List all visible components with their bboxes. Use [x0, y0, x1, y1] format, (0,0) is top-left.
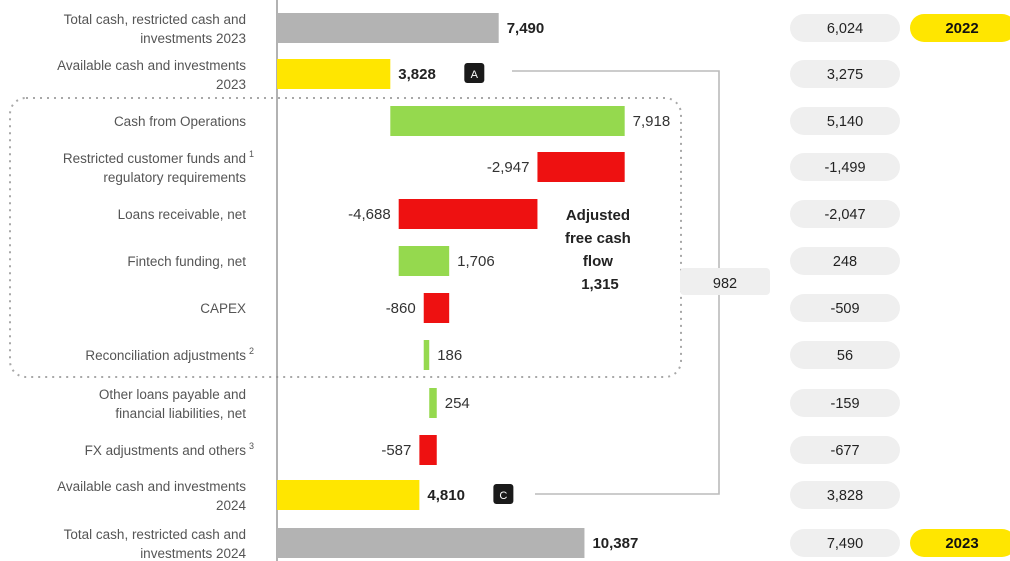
- decrease-bar: [398, 199, 538, 229]
- bar-value-label: -4,688: [348, 206, 391, 223]
- year-tag: [910, 529, 1010, 557]
- increase-bar: [423, 340, 430, 370]
- comparison-value-pill: [790, 481, 900, 509]
- comparison-value-label: -159: [830, 396, 859, 412]
- comparison-value-pill: [790, 341, 900, 369]
- comparison-value-pill: [790, 247, 900, 275]
- category-label: Loans receivable, net: [118, 207, 247, 222]
- footnote-marker: 3: [249, 441, 254, 451]
- comparison-value-label: 3,828: [827, 488, 863, 504]
- comparison-value-pill: [790, 200, 900, 228]
- category-label: Cash from Operations: [114, 114, 246, 129]
- comparison-value-pill: [790, 153, 900, 181]
- category-label: financial liabilities, net: [115, 406, 246, 421]
- decrease-bar: [419, 435, 437, 465]
- subtotal-bar: [277, 480, 420, 510]
- bar-value-label: 7,918: [633, 113, 671, 130]
- comparison-value-label: -509: [830, 301, 859, 317]
- bar-value-label: -2,947: [487, 159, 530, 176]
- category-label: Total cash, restricted cash and: [64, 12, 246, 27]
- increase-bar: [390, 106, 625, 136]
- bracket-value-label: 982: [713, 276, 737, 292]
- bar-value-label: 7,490: [507, 20, 545, 37]
- comparison-value-label: -677: [830, 443, 859, 459]
- comparison-value-label: 5,140: [827, 114, 863, 130]
- badge-marker-label: A: [471, 69, 479, 81]
- adjusted-fcf-line-3: flow: [583, 253, 613, 270]
- comparison-value-pill: [790, 14, 900, 42]
- adjusted-fcf-annotation: Adjusted free cash flow 1,315: [565, 207, 635, 293]
- comparison-value-label: -2,047: [824, 207, 865, 223]
- comparison-value-label: -1,499: [824, 160, 865, 176]
- bracket-value-pill: [680, 268, 770, 295]
- year-tag-label: 2023: [945, 535, 978, 552]
- category-label: Available cash and investments: [57, 58, 246, 73]
- category-label: CAPEX: [200, 301, 246, 316]
- increase-bar: [398, 246, 450, 276]
- badge-marker: [493, 484, 514, 504]
- adjusted-fcf-value: 1,315: [581, 276, 619, 293]
- comparison-value-label: 56: [837, 348, 853, 364]
- bar-value-label: 1,706: [457, 253, 495, 270]
- comparison-value-label: 3,275: [827, 67, 863, 83]
- year-tag-label: 2022: [945, 20, 978, 37]
- comparison-value-pill: [790, 529, 900, 557]
- category-label: 2023: [216, 77, 246, 92]
- category-label: Other loans payable and: [99, 387, 246, 402]
- comparison-value-pill: [790, 294, 900, 322]
- bar-value-label: 4,810: [427, 487, 465, 504]
- bar-value-label: 10,387: [592, 535, 638, 552]
- subtotal-bar: [277, 59, 391, 89]
- category-label: Total cash, restricted cash and: [64, 527, 246, 542]
- category-label: 2024: [216, 498, 247, 513]
- category-label: investments 2024: [140, 546, 246, 561]
- year-tag: [910, 14, 1010, 42]
- category-label: investments 2023: [140, 31, 246, 46]
- category-label: Fintech funding, net: [127, 254, 246, 269]
- comparison-value-pill: [790, 389, 900, 417]
- decrease-bar: [423, 293, 450, 323]
- comparison-value-pill: [790, 107, 900, 135]
- category-label: Available cash and investments: [57, 479, 246, 494]
- footnote-marker: 2: [249, 346, 254, 356]
- comparison-value-pill: [790, 436, 900, 464]
- comparison-value-label: 248: [833, 254, 857, 270]
- category-label: Restricted customer funds and: [63, 151, 246, 166]
- badge-marker: [464, 63, 485, 83]
- category-label: FX adjustments and others: [85, 443, 247, 458]
- decrease-bar: [537, 152, 625, 182]
- adjusted-fcf-line-1: Adjusted: [566, 207, 630, 224]
- footnote-marker: 1: [249, 149, 254, 159]
- category-label: Reconciliation adjustments: [85, 348, 246, 363]
- bar-value-label: -860: [386, 300, 416, 317]
- bar-value-label: 254: [445, 395, 470, 412]
- bar-value-label: -587: [381, 442, 411, 459]
- comparison-value-label: 7,490: [827, 536, 863, 552]
- comparison-value-label: 6,024: [827, 21, 863, 37]
- bar-value-label: 3,828: [398, 66, 436, 83]
- total-bar: [277, 13, 499, 43]
- category-label: regulatory requirements: [103, 170, 246, 185]
- total-bar: [277, 528, 585, 558]
- comparison-value-pill: [790, 60, 900, 88]
- dotted-adjusted-fcf-box: [9, 97, 682, 378]
- adjusted-fcf-line-2: free cash: [565, 230, 631, 247]
- bar-value-label: 186: [437, 347, 462, 364]
- badge-marker-label: C: [499, 490, 507, 502]
- increase-bar: [429, 388, 437, 418]
